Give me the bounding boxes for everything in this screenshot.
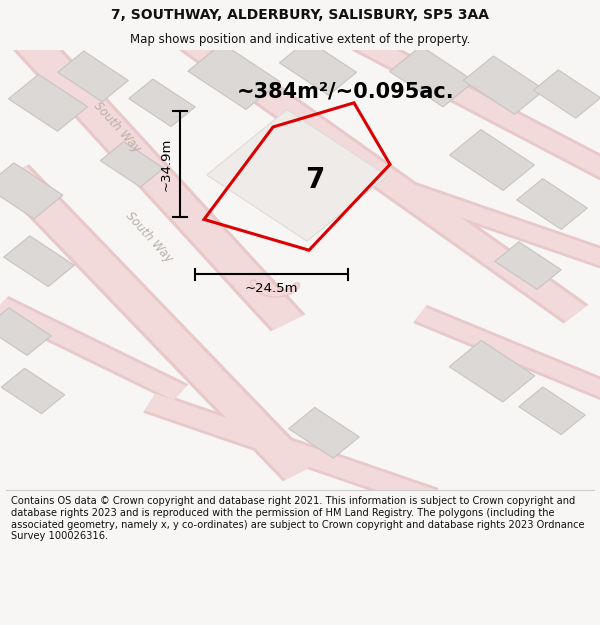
Polygon shape [58, 51, 128, 102]
Polygon shape [517, 179, 587, 229]
Text: Map shows position and indicative extent of the property.: Map shows position and indicative extent… [130, 32, 470, 46]
Text: South Way: South Way [123, 209, 175, 265]
Polygon shape [449, 341, 535, 402]
Polygon shape [404, 184, 600, 268]
Polygon shape [143, 391, 439, 509]
Text: 7, SOUTHWAY, ALDERBURY, SALISBURY, SP5 3AA: 7, SOUTHWAY, ALDERBURY, SALISBURY, SP5 3… [111, 8, 489, 22]
Text: ~384m²/~0.095ac.: ~384m²/~0.095ac. [237, 82, 455, 102]
Polygon shape [463, 56, 545, 114]
Polygon shape [533, 70, 600, 118]
Polygon shape [129, 79, 195, 127]
Polygon shape [4, 236, 74, 286]
Polygon shape [415, 308, 600, 400]
Text: Contains OS data © Crown copyright and database right 2021. This information is : Contains OS data © Crown copyright and d… [11, 496, 584, 541]
Polygon shape [13, 32, 305, 331]
Text: South Way: South Way [91, 99, 143, 155]
Polygon shape [182, 34, 586, 322]
Polygon shape [389, 46, 475, 107]
Text: 7: 7 [305, 166, 325, 194]
Polygon shape [179, 32, 589, 324]
Polygon shape [0, 163, 63, 219]
Polygon shape [100, 142, 164, 187]
Polygon shape [0, 298, 187, 400]
Polygon shape [8, 74, 88, 131]
Polygon shape [0, 296, 188, 402]
Text: ~34.9m: ~34.9m [160, 138, 173, 191]
Text: ~24.5m: ~24.5m [245, 282, 298, 295]
Polygon shape [449, 129, 535, 191]
Polygon shape [402, 181, 600, 271]
Polygon shape [188, 43, 280, 109]
Polygon shape [206, 109, 388, 241]
Polygon shape [280, 40, 356, 95]
Polygon shape [351, 32, 600, 182]
Polygon shape [145, 394, 437, 507]
Polygon shape [0, 166, 314, 480]
Polygon shape [289, 408, 359, 458]
Polygon shape [16, 34, 302, 330]
Polygon shape [0, 164, 317, 481]
Polygon shape [413, 305, 600, 402]
Polygon shape [353, 34, 600, 180]
Polygon shape [519, 387, 585, 434]
Polygon shape [1, 368, 65, 414]
Polygon shape [0, 308, 51, 356]
Polygon shape [495, 242, 561, 289]
